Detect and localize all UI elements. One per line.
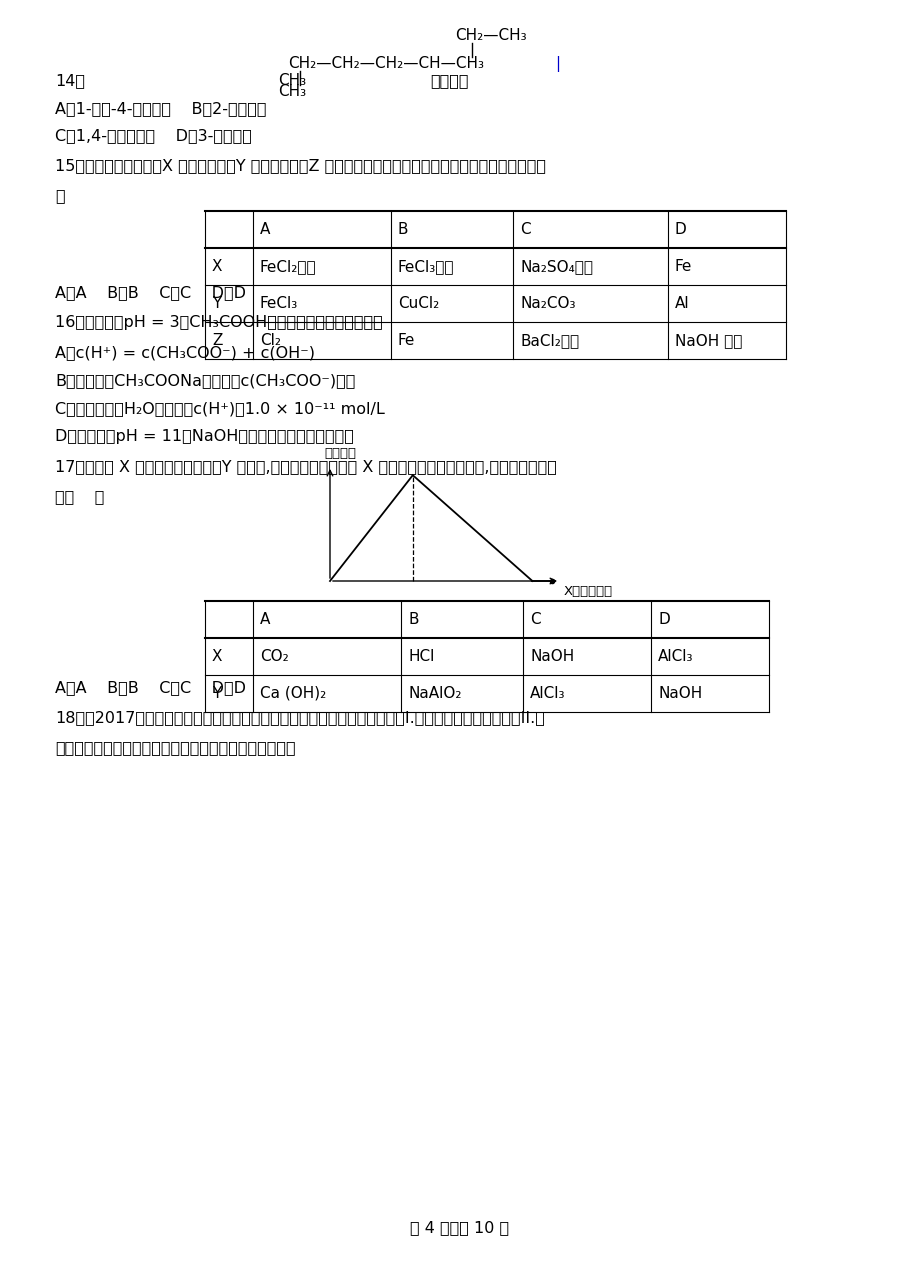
Text: CH₃: CH₃ <box>278 84 306 99</box>
Text: CH₂—CH₂—CH₂—CH—CH₃: CH₂—CH₂—CH₂—CH—CH₃ <box>288 56 483 71</box>
Text: NaOH 溶液: NaOH 溶液 <box>675 334 742 348</box>
Text: 沉淀的量: 沉淀的量 <box>323 447 356 460</box>
Text: 14．: 14． <box>55 73 85 88</box>
Text: 第 4 页，共 10 页: 第 4 页，共 10 页 <box>410 1220 509 1235</box>
Text: NaAlO₂: NaAlO₂ <box>407 686 461 701</box>
Text: D: D <box>675 222 686 237</box>
Text: BaCl₂溶液: BaCl₂溶液 <box>519 334 578 348</box>
Text: A．A    B．B    C．C    D．D: A．A B．B C．C D．D <box>55 680 245 695</box>
Text: Y: Y <box>211 297 221 311</box>
Text: Fe: Fe <box>398 334 414 348</box>
Text: AlCl₃: AlCl₃ <box>529 686 565 701</box>
Text: D: D <box>657 612 669 628</box>
Text: 是（    ）: 是（ ） <box>55 489 104 504</box>
Text: Al: Al <box>675 297 689 311</box>
Text: |: | <box>554 56 560 73</box>
Text: CuCl₂: CuCl₂ <box>398 297 438 311</box>
Text: FeCl₃: FeCl₃ <box>260 297 298 311</box>
Text: B: B <box>398 222 408 237</box>
Text: A．c(H⁺) = c(CH₃COO⁻) + c(OH⁻): A．c(H⁺) = c(CH₃COO⁻) + c(OH⁻) <box>55 345 314 360</box>
Text: Ca (OH)₂: Ca (OH)₂ <box>260 686 326 701</box>
Text: Fe: Fe <box>675 258 692 274</box>
Text: AlCl₃: AlCl₃ <box>657 649 693 665</box>
Text: CO₂: CO₂ <box>260 649 289 665</box>
Text: 16．对常温下pH = 3的CH₃COOH溶液，下列叙述不正确的是: 16．对常温下pH = 3的CH₃COOH溶液，下列叙述不正确的是 <box>55 314 382 330</box>
Text: CH₃: CH₃ <box>278 73 306 88</box>
Text: 18．【2017届四川省成都市高三第二次模拟】某化学小组欲通过实验探究：I.苯与液溴发生取代反应；II.苯: 18．【2017届四川省成都市高三第二次模拟】某化学小组欲通过实验探究：I.苯与… <box>55 710 544 726</box>
Text: X: X <box>211 258 222 274</box>
Text: D．与等体积pH = 11的NaOH溶液混合后所得溶液显酸性: D．与等体积pH = 11的NaOH溶液混合后所得溶液显酸性 <box>55 429 354 444</box>
Text: C: C <box>519 222 530 237</box>
Text: 的名称是: 的名称是 <box>429 73 468 88</box>
Text: B: B <box>407 612 418 628</box>
Text: Na₂CO₃: Na₂CO₃ <box>519 297 575 311</box>
Text: NaOH: NaOH <box>657 686 701 701</box>
Text: NaOH: NaOH <box>529 649 573 665</box>
Text: C: C <box>529 612 540 628</box>
Text: A．1-甲基-4-乙基戊烷    B．2-乙基戊烷: A．1-甲基-4-乙基戊烷 B．2-乙基戊烷 <box>55 101 267 116</box>
Text: 是: 是 <box>55 188 64 202</box>
Text: Y: Y <box>211 686 221 701</box>
Text: FeCl₃溶液: FeCl₃溶液 <box>398 258 454 274</box>
Text: Na₂SO₄溶液: Na₂SO₄溶液 <box>519 258 593 274</box>
Text: X: X <box>211 649 222 665</box>
Text: C．该溶液中由H₂O电离出的c(H⁺)是1.0 × 10⁻¹¹ mol/L: C．该溶液中由H₂O电离出的c(H⁺)是1.0 × 10⁻¹¹ mol/L <box>55 401 384 416</box>
Text: 与液溴在催化剂作用下的反应机理。所用装置如图所示。: 与液溴在催化剂作用下的反应机理。所用装置如图所示。 <box>55 740 295 755</box>
Text: Z: Z <box>211 334 222 348</box>
Text: X的物质的量: X的物质的量 <box>563 586 612 598</box>
Text: 15．下列各组物质中，X 是主体物质，Y 是少量杂质，Z 是为除去杂质所要加入的试剂，其中所加试剂正确的: 15．下列各组物质中，X 是主体物质，Y 是少量杂质，Z 是为除去杂质所要加入的… <box>55 158 545 173</box>
Text: C．1,4-二甲基己烷    D．3-甲基庚烷: C．1,4-二甲基己烷 D．3-甲基庚烷 <box>55 129 252 143</box>
Text: A．A    B．B    C．C    D．D: A．A B．B C．C D．D <box>55 285 245 300</box>
Text: Cl₂: Cl₂ <box>260 334 280 348</box>
Text: A: A <box>260 222 270 237</box>
Text: B．加入少量CH₃COONa固体后，c(CH₃COO⁻)降低: B．加入少量CH₃COONa固体后，c(CH₃COO⁻)降低 <box>55 373 355 388</box>
Text: 17．将物质 X 逐渐加入（或通入）Y 溶液中,生成沉淀的量与加入 X 的物质的量关系如图所示,符合图示情况的: 17．将物质 X 逐渐加入（或通入）Y 溶液中,生成沉淀的量与加入 X 的物质的… <box>55 460 556 474</box>
Text: A: A <box>260 612 270 628</box>
Text: CH₂—CH₃: CH₂—CH₃ <box>455 28 526 43</box>
Text: HCl: HCl <box>407 649 434 665</box>
Text: FeCl₂溶液: FeCl₂溶液 <box>260 258 316 274</box>
